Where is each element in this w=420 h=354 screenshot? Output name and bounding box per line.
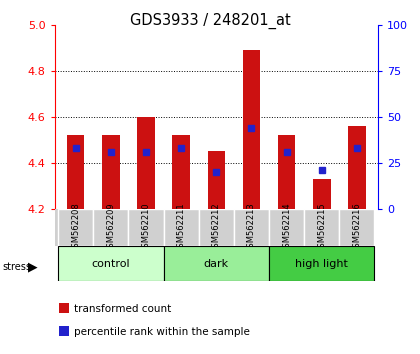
Text: dark: dark [204,259,229,269]
Bar [234,209,269,246]
Text: stress: stress [2,262,31,272]
Bar [58,246,163,281]
Text: control: control [92,259,130,269]
Bar [58,209,93,246]
Bar [163,246,269,281]
Bar [269,209,304,246]
Text: GSM562209: GSM562209 [106,202,116,253]
Text: GSM562216: GSM562216 [352,202,361,253]
Bar [207,151,225,209]
Text: GSM562208: GSM562208 [71,202,80,253]
Bar [93,209,129,246]
Bar [199,209,234,246]
Bar [269,246,375,281]
Text: GSM562210: GSM562210 [142,202,150,253]
Bar [67,135,84,209]
Bar [129,209,163,246]
Text: GSM562212: GSM562212 [212,202,221,253]
Text: GSM562215: GSM562215 [317,202,326,253]
Text: ▶: ▶ [28,261,37,274]
Bar [137,117,155,209]
Bar [163,209,199,246]
Bar [243,50,260,209]
Bar [348,126,366,209]
Text: percentile rank within the sample: percentile rank within the sample [74,327,249,337]
Bar [172,135,190,209]
Bar [304,209,339,246]
Text: GSM562211: GSM562211 [177,202,186,253]
Text: GSM562214: GSM562214 [282,202,291,253]
Text: GDS3933 / 248201_at: GDS3933 / 248201_at [130,12,290,29]
Bar [278,135,295,209]
Text: transformed count: transformed count [74,304,171,314]
Bar [339,209,375,246]
Bar [102,135,120,209]
Text: high light: high light [295,259,348,269]
Bar [313,179,331,209]
Text: GSM562213: GSM562213 [247,202,256,253]
